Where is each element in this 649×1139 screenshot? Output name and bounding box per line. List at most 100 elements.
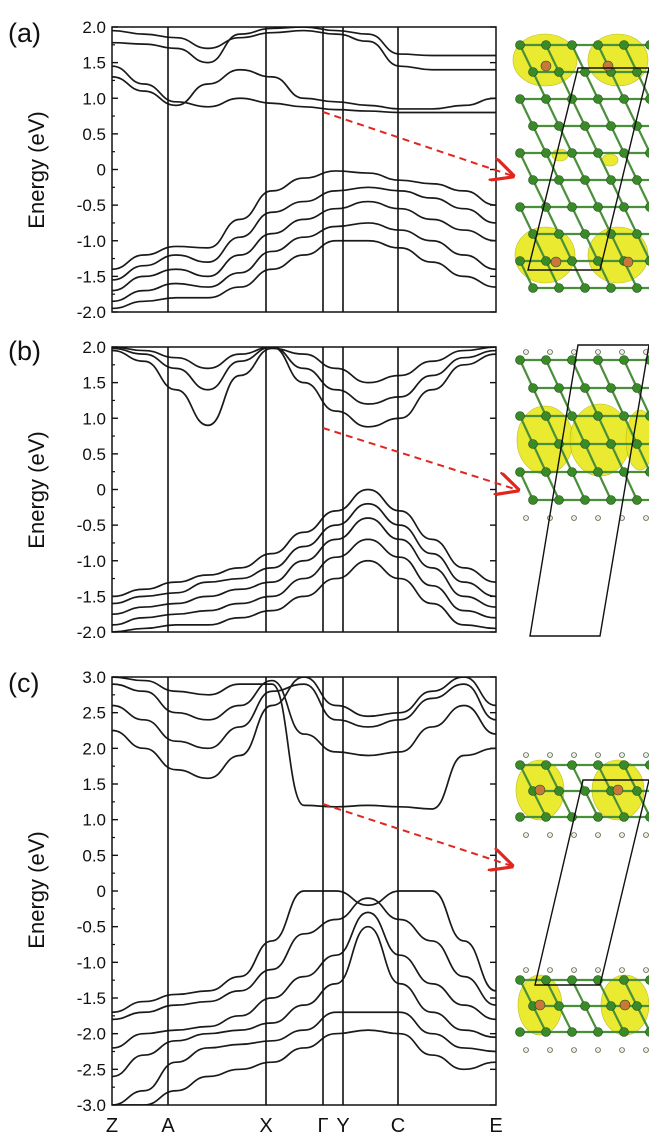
carbon-atom bbox=[567, 975, 577, 985]
carbon-atom bbox=[619, 94, 629, 104]
carbon-atom bbox=[619, 812, 629, 822]
bond bbox=[545, 415, 560, 445]
band-line bbox=[112, 65, 496, 114]
kpoint-lines-c bbox=[167, 677, 399, 1105]
carbon-atom bbox=[567, 148, 577, 158]
y-tick-label: 0 bbox=[97, 882, 106, 901]
bond bbox=[584, 179, 599, 208]
kpoint-label: C bbox=[391, 1115, 405, 1137]
boron-atom bbox=[622, 256, 634, 268]
bond bbox=[571, 764, 586, 792]
unit-cell-outline bbox=[534, 779, 649, 986]
y-tick-label: 1.5 bbox=[82, 775, 106, 794]
bond bbox=[610, 71, 625, 100]
bond bbox=[623, 979, 638, 1007]
hydrogen-atom bbox=[547, 832, 553, 838]
band-line bbox=[112, 27, 496, 64]
carbon-atom bbox=[593, 94, 603, 104]
band-line bbox=[112, 347, 496, 428]
bond bbox=[636, 387, 649, 417]
bond bbox=[597, 260, 612, 289]
carbon-atom bbox=[593, 467, 603, 477]
kpoint-label: Y bbox=[336, 1115, 349, 1137]
carbon-atom bbox=[580, 283, 590, 293]
carbon-atom bbox=[645, 94, 649, 104]
y-tick-label: 1.5 bbox=[82, 374, 106, 393]
y-tick-label: -1.0 bbox=[77, 232, 106, 251]
carbon-atom bbox=[515, 467, 525, 477]
bond bbox=[545, 764, 560, 792]
boron-atom bbox=[550, 256, 562, 268]
carbon-atom bbox=[593, 1027, 603, 1037]
y-tick-label: -1.5 bbox=[77, 989, 106, 1008]
bond bbox=[623, 206, 638, 235]
bond bbox=[636, 443, 649, 473]
carbon-atom bbox=[567, 411, 577, 421]
band-line bbox=[112, 677, 496, 780]
hydrogen-atom bbox=[523, 349, 529, 355]
band-line bbox=[112, 897, 496, 1021]
carbon-atom bbox=[632, 439, 642, 449]
bond bbox=[532, 443, 547, 473]
y-tick-label: -2.0 bbox=[77, 303, 106, 322]
charge-density-blob bbox=[514, 226, 576, 284]
y-tick-label: 0 bbox=[97, 481, 106, 500]
y-tick-label: 2.0 bbox=[82, 18, 106, 37]
y-tick-label: -1.5 bbox=[77, 267, 106, 286]
y-tick-label: -0.5 bbox=[77, 918, 106, 937]
bond bbox=[519, 206, 534, 235]
hydrogen-atom bbox=[595, 752, 601, 758]
crystal-structure-a bbox=[512, 33, 649, 293]
bond bbox=[558, 233, 573, 262]
band-line bbox=[112, 222, 496, 303]
carbon-atom bbox=[593, 355, 603, 365]
band-line bbox=[112, 200, 496, 292]
bond bbox=[584, 387, 599, 417]
bond bbox=[584, 71, 599, 100]
carbon-atom bbox=[541, 148, 551, 158]
carbon-atom bbox=[515, 148, 525, 158]
band-line bbox=[112, 488, 496, 598]
y-tick-label: 0.5 bbox=[82, 445, 106, 464]
carbon-atom bbox=[619, 40, 629, 50]
band-line bbox=[112, 186, 496, 281]
band-line bbox=[112, 677, 496, 810]
kpoint-label: X bbox=[259, 1115, 272, 1137]
bond bbox=[532, 387, 547, 417]
bond bbox=[532, 71, 547, 100]
carbon-atom bbox=[541, 1027, 551, 1037]
unit-cell-outline bbox=[527, 67, 649, 271]
y-axis-title-a: Energy (eV) bbox=[24, 111, 49, 228]
carbon-atom bbox=[619, 355, 629, 365]
kpoint-lines-a bbox=[167, 27, 399, 312]
y-tick-label: -1.0 bbox=[77, 552, 106, 571]
bond bbox=[597, 415, 612, 445]
bond bbox=[519, 260, 534, 289]
bond bbox=[636, 233, 649, 262]
carbon-atom bbox=[541, 975, 551, 985]
bond bbox=[519, 415, 534, 445]
bond bbox=[558, 790, 573, 818]
arrow-a bbox=[322, 111, 513, 176]
bond bbox=[571, 152, 586, 181]
bond bbox=[623, 764, 638, 792]
hydrogen-atom bbox=[595, 1047, 601, 1053]
bond bbox=[571, 98, 586, 127]
panel-label-c: (c) bbox=[8, 668, 39, 698]
band-lines-b bbox=[112, 347, 496, 632]
band-line bbox=[112, 347, 496, 405]
bond bbox=[558, 387, 573, 417]
carbon-atom bbox=[619, 411, 629, 421]
y-tick-label: 1.0 bbox=[82, 89, 106, 108]
carbon-atom bbox=[541, 467, 551, 477]
carbon-atom bbox=[632, 283, 642, 293]
band-line bbox=[112, 679, 496, 757]
bond bbox=[571, 471, 586, 501]
carbon-atom bbox=[554, 283, 564, 293]
carbon-atom bbox=[619, 202, 629, 212]
carbon-atom bbox=[567, 1027, 577, 1037]
carbon-atom bbox=[606, 495, 616, 505]
panel-c: (c) Energy (eV) 3.0 2.5 2.0 1.5 1.0 0.5 0 -0.5 -… bbox=[8, 668, 497, 1115]
hydrogen-atom bbox=[547, 1047, 553, 1053]
